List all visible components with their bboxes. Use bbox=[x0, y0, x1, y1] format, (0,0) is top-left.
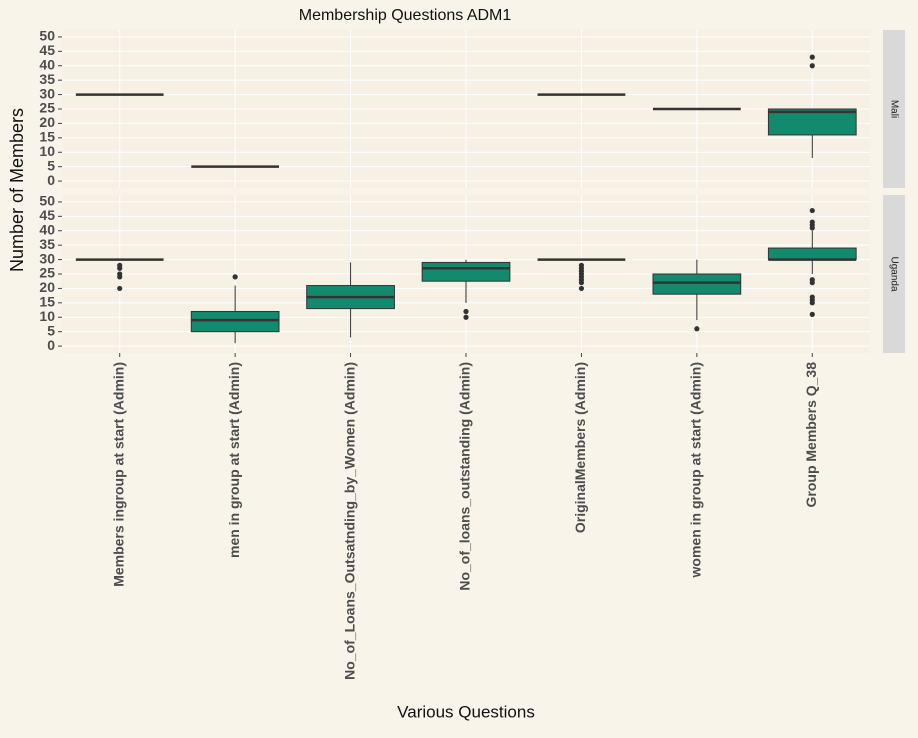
outlier bbox=[578, 285, 585, 292]
y-tick-label: 30 bbox=[39, 250, 55, 266]
box bbox=[767, 247, 857, 261]
y-tick-label: 40 bbox=[39, 221, 55, 237]
y-tick-label: 10 bbox=[39, 308, 55, 324]
x-tick-label: women in group at start (Admin) bbox=[688, 362, 704, 578]
outlier bbox=[117, 285, 123, 292]
box bbox=[190, 310, 280, 333]
y-tick-label: 45 bbox=[39, 42, 55, 58]
facet-strip bbox=[883, 195, 905, 353]
x-tick-label: men in group at start (Admin) bbox=[226, 362, 242, 558]
y-tick-label: 5 bbox=[47, 157, 55, 173]
box bbox=[767, 108, 857, 136]
outlier bbox=[809, 54, 815, 60]
y-tick-label: 5 bbox=[47, 322, 55, 338]
x-tick-label: No_of_loans_outstanding (Admin) bbox=[457, 362, 473, 591]
x-tick-label: OriginalMembers (Admin) bbox=[572, 362, 588, 533]
box bbox=[652, 273, 742, 295]
y-axis-label: Number of Members bbox=[7, 108, 27, 272]
y-tick-label: 15 bbox=[39, 129, 55, 145]
y-tick-label: 30 bbox=[39, 85, 55, 101]
y-tick-label: 0 bbox=[47, 337, 55, 353]
outlier bbox=[117, 274, 123, 280]
outlier bbox=[809, 207, 815, 214]
box bbox=[421, 261, 511, 282]
facet-label: Uganda bbox=[888, 256, 899, 291]
y-tick-label: 40 bbox=[39, 56, 55, 72]
y-tick-label: 20 bbox=[39, 114, 55, 130]
outlier bbox=[578, 280, 585, 286]
x-tick-label: No_of_Loans_Outsatnding_by_Women (Admin) bbox=[341, 362, 357, 680]
outlier bbox=[809, 225, 815, 231]
y-tick-label: 50 bbox=[39, 193, 55, 209]
x-tick-label: Members ingroup at start (Admin) bbox=[110, 362, 126, 587]
y-tick-label: 35 bbox=[39, 71, 55, 87]
outlier bbox=[809, 280, 815, 286]
outlier bbox=[117, 265, 123, 271]
y-tick-label: 15 bbox=[39, 294, 55, 310]
chart-title: Membership Questions ADM1 bbox=[299, 7, 512, 24]
y-tick-label: 0 bbox=[47, 172, 55, 188]
y-tick-label: 25 bbox=[39, 100, 55, 116]
y-tick-label: 20 bbox=[39, 279, 55, 295]
y-tick-label: 45 bbox=[39, 207, 55, 223]
outlier bbox=[232, 274, 238, 280]
facet-label: Mali bbox=[888, 100, 899, 118]
outlier bbox=[809, 311, 815, 317]
outlier bbox=[809, 300, 815, 306]
y-tick-label: 10 bbox=[39, 143, 55, 159]
outlier bbox=[463, 308, 469, 315]
y-tick-label: 25 bbox=[39, 265, 55, 281]
outlier bbox=[694, 326, 700, 332]
x-axis-label: Various Questions bbox=[397, 702, 535, 721]
outlier bbox=[463, 314, 469, 320]
facet-strip bbox=[883, 30, 905, 188]
y-tick-label: 35 bbox=[39, 236, 55, 252]
y-tick-label: 50 bbox=[39, 28, 55, 44]
x-tick-label: Group Members Q_38 bbox=[803, 362, 819, 508]
outlier bbox=[809, 63, 815, 69]
